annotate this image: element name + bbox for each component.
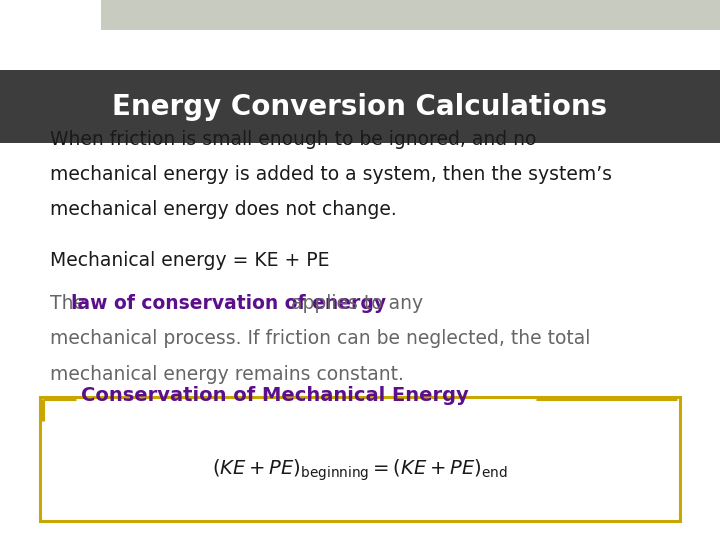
Text: mechanical energy does not change.: mechanical energy does not change.: [50, 200, 397, 219]
Text: mechanical energy is added to a system, then the system’s: mechanical energy is added to a system, …: [50, 165, 613, 184]
Text: law of conservation of energy: law of conservation of energy: [71, 294, 386, 313]
Text: Mechanical energy = KE + PE: Mechanical energy = KE + PE: [50, 251, 330, 270]
Text: applies to any: applies to any: [285, 294, 423, 313]
Text: Conservation of Mechanical Energy: Conservation of Mechanical Energy: [81, 386, 469, 406]
Text: mechanical energy remains constant.: mechanical energy remains constant.: [50, 364, 404, 383]
Bar: [101, 0, 720, 30]
Bar: [40, 397, 680, 521]
Text: $(KE + PE)_{\mathrm{beginning}} = (KE + PE)_{\mathrm{end}}$: $(KE + PE)_{\mathrm{beginning}} = (KE + …: [212, 457, 508, 483]
Text: Energy Conversion Calculations: Energy Conversion Calculations: [112, 93, 608, 120]
Text: mechanical process. If friction can be neglected, the total: mechanical process. If friction can be n…: [50, 329, 591, 348]
Text: The: The: [50, 294, 91, 313]
Bar: [0, 70, 720, 143]
Text: When friction is small enough to be ignored, and no: When friction is small enough to be igno…: [50, 130, 537, 148]
